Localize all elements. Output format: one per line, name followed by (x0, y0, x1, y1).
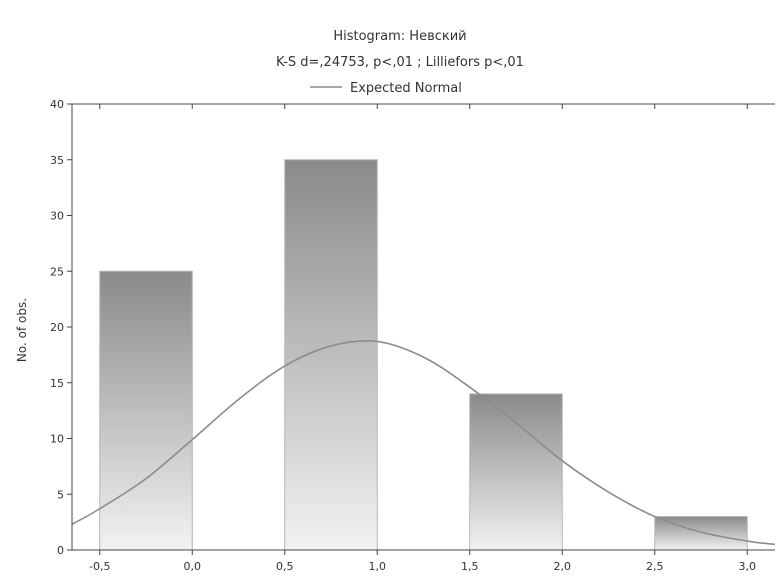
histogram-bar-1 (284, 159, 378, 551)
x-tick-label: 0,5 (276, 560, 294, 573)
x-tick-label: -0,5 (89, 560, 110, 573)
x-tick-label: 0,0 (184, 560, 202, 573)
axes-layer: 0 5 10 15 20 25 30 35 40 -0,5 0,0 0,5 1,0 1,5 2,0 2,5 3,… (50, 98, 775, 573)
legend-label: Expected Normal (350, 81, 462, 96)
y-tick-label: 15 (50, 377, 64, 390)
expected-normal-curve (71, 340, 776, 546)
y-axis-label: No. of obs. (15, 298, 29, 362)
x-tick-label: 1,0 (369, 560, 387, 573)
x-tick-label: 1,5 (461, 560, 479, 573)
y-tick-label: 35 (50, 154, 64, 167)
y-tick-label: 10 (50, 433, 64, 446)
y-tick-label: 40 (50, 98, 64, 111)
bars-layer (99, 159, 748, 551)
y-tick-label: 0 (57, 544, 64, 557)
curve-layer (71, 340, 776, 546)
y-tick-label: 30 (50, 210, 64, 223)
y-tick-label: 20 (50, 321, 64, 334)
y-tick-label: 5 (57, 488, 64, 501)
legend: Expected Normal (310, 81, 462, 96)
chart-title: Histogram: Невский (333, 29, 466, 44)
chart-subtitle: K-S d=,24753, p<,01 ; Lilliefors p<,01 (276, 55, 524, 70)
histogram-bar-0 (99, 270, 193, 551)
x-tick-label: 2,0 (554, 560, 572, 573)
x-tick-label: 3,0 (739, 560, 757, 573)
x-tick-label: 2,5 (646, 560, 664, 573)
y-tick-label: 25 (50, 265, 64, 278)
histogram-bar-2 (469, 393, 563, 551)
